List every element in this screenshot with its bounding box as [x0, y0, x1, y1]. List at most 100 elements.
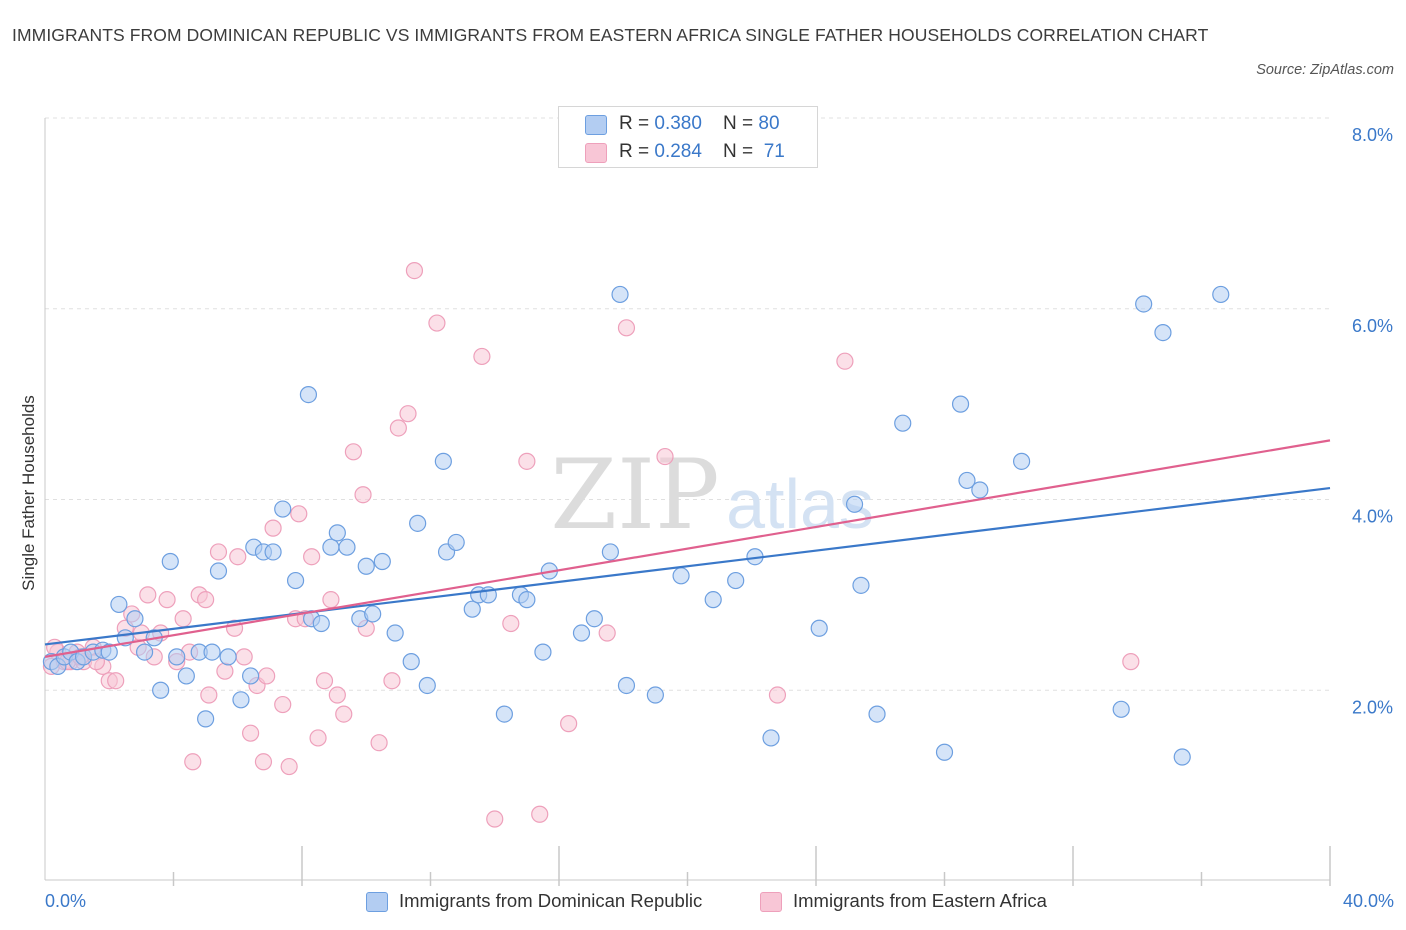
point-eastern-africa — [1122, 653, 1140, 671]
point-dominican-republic — [463, 600, 481, 618]
point-eastern-africa — [280, 757, 298, 776]
point-eastern-africa — [209, 543, 228, 561]
point-eastern-africa — [370, 734, 388, 752]
point-dominican-republic — [177, 667, 195, 685]
point-dominican-republic — [585, 610, 603, 628]
point-eastern-africa — [518, 452, 536, 470]
point-eastern-africa — [303, 548, 321, 566]
legend-swatch-blue — [366, 892, 388, 912]
y-tick-label: 6.0% — [1352, 316, 1393, 336]
point-dominican-republic — [1212, 285, 1230, 304]
point-dominican-republic — [1154, 323, 1172, 342]
point-dominican-republic — [1135, 295, 1153, 313]
point-dominican-republic — [322, 538, 340, 556]
point-eastern-africa — [139, 586, 157, 604]
point-dominican-republic — [264, 543, 282, 561]
point-dominican-republic — [152, 681, 170, 699]
point-eastern-africa — [290, 505, 308, 523]
point-eastern-africa — [768, 686, 787, 704]
point-dominican-republic — [357, 557, 375, 575]
point-dominican-republic — [572, 624, 591, 642]
stats-r-label: R = — [619, 141, 655, 162]
point-dominican-republic — [364, 605, 382, 623]
point-dominican-republic — [373, 552, 391, 571]
legend-label: Immigrants from Dominican Republic — [399, 890, 703, 911]
point-eastern-africa — [389, 419, 407, 437]
point-dominican-republic — [328, 524, 346, 542]
trend-line-dominican-republic — [44, 486, 1331, 646]
point-dominican-republic — [1112, 700, 1130, 718]
point-eastern-africa — [322, 591, 340, 609]
stats-text-blue: R = 0.380 N = 80 — [619, 113, 780, 135]
point-eastern-africa — [473, 347, 491, 366]
point-eastern-africa — [264, 519, 282, 537]
point-dominican-republic — [409, 514, 427, 532]
point-dominican-republic — [845, 495, 864, 513]
point-dominican-republic — [386, 624, 404, 642]
y-tick-label: 4.0% — [1352, 507, 1393, 527]
point-dominican-republic — [168, 648, 186, 666]
point-eastern-africa — [383, 672, 401, 690]
point-dominican-republic — [810, 619, 828, 637]
point-dominican-republic — [1173, 748, 1191, 766]
point-eastern-africa — [428, 314, 446, 332]
point-dominican-republic — [958, 471, 976, 490]
watermark-zip: ZIP — [550, 439, 719, 551]
point-eastern-africa — [274, 695, 292, 714]
point-eastern-africa — [235, 648, 253, 666]
trend-lines — [44, 439, 1331, 658]
point-dominican-republic — [868, 705, 886, 723]
chart-title: IMMIGRANTS FROM DOMINICAN REPUBLIC VS IM… — [12, 25, 1209, 45]
source-label: Source: ZipAtlas.com — [1256, 62, 1394, 78]
point-dominican-republic — [197, 710, 215, 728]
stats-r-value: 0.284 — [654, 141, 702, 162]
point-eastern-africa — [216, 662, 234, 680]
point-dominican-republic — [203, 643, 221, 661]
point-dominican-republic — [727, 571, 745, 590]
point-dominican-republic — [299, 385, 318, 404]
point-eastern-africa — [158, 591, 176, 609]
point-dominican-republic — [646, 686, 664, 704]
point-eastern-africa — [107, 672, 125, 690]
grid-lines — [45, 117, 1330, 691]
point-eastern-africa — [502, 614, 520, 633]
stats-r-label: R = — [619, 113, 655, 134]
stats-box: R = 0.380 N = 80 R = 0.284 N = 71 — [558, 106, 818, 168]
point-dominican-republic — [495, 705, 513, 723]
point-eastern-africa — [531, 805, 549, 823]
point-eastern-africa — [200, 686, 218, 704]
point-eastern-africa — [598, 624, 616, 642]
point-dominican-republic — [601, 543, 620, 561]
stats-swatch-blue — [585, 115, 607, 135]
point-eastern-africa — [560, 715, 578, 733]
axes — [44, 118, 1331, 886]
point-eastern-africa — [254, 753, 273, 771]
y-tick-labels: 2.0% 4.0% 6.0% 8.0% — [1352, 125, 1393, 717]
x-max-label: 40.0% — [1342, 891, 1394, 911]
point-dominican-republic — [762, 729, 780, 747]
stats-r-value: 0.380 — [654, 113, 702, 134]
point-dominican-republic — [242, 667, 260, 685]
point-dominican-republic — [971, 481, 989, 499]
point-dominican-republic — [219, 648, 237, 666]
point-dominican-republic — [338, 538, 356, 556]
point-dominican-republic — [232, 691, 250, 709]
legend-swatch-pink — [760, 892, 782, 912]
point-eastern-africa — [656, 447, 674, 466]
trend-line-eastern-africa — [44, 439, 1331, 658]
point-eastern-africa — [242, 724, 260, 742]
point-eastern-africa — [174, 610, 192, 628]
point-dominican-republic — [447, 533, 465, 552]
point-dominican-republic — [534, 643, 552, 661]
x-min-label: 0.0% — [45, 891, 87, 911]
stats-n-label: N = — [723, 113, 759, 134]
point-dominican-republic — [518, 591, 536, 609]
point-dominican-republic — [274, 500, 292, 518]
point-eastern-africa — [399, 405, 417, 423]
stats-n-value: 71 — [758, 141, 785, 162]
point-eastern-africa — [315, 672, 334, 690]
point-dominican-republic — [209, 562, 228, 580]
point-dominican-republic — [418, 676, 436, 695]
point-dominican-republic — [852, 576, 870, 594]
